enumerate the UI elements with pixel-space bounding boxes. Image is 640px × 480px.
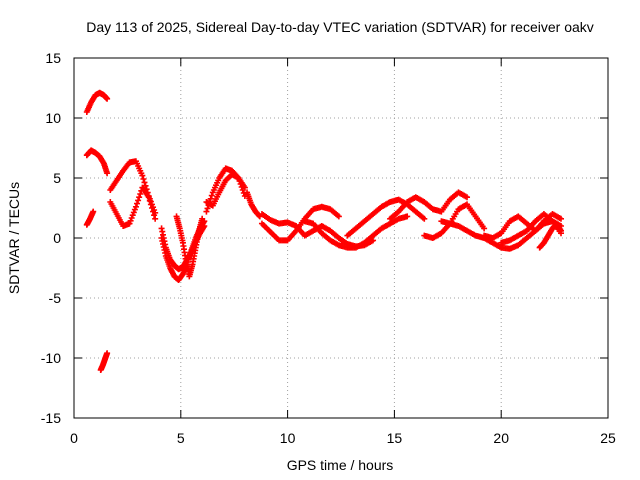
y-axis-label: SDTVAR / TECUs bbox=[6, 182, 22, 294]
data-point bbox=[137, 191, 144, 197]
x-axis-label: GPS time / hours bbox=[287, 457, 394, 473]
data-point bbox=[404, 213, 411, 220]
x-tick-label: 20 bbox=[493, 430, 509, 446]
data-point bbox=[104, 350, 111, 357]
series-arc-p bbox=[344, 196, 428, 239]
data-point bbox=[104, 95, 111, 102]
data-point bbox=[335, 213, 342, 220]
chart-title: Day 113 of 2025, Sidereal Day-to-day VTE… bbox=[86, 19, 594, 35]
series-arc-t bbox=[481, 211, 565, 241]
series-arc-i bbox=[173, 213, 206, 280]
data-point bbox=[152, 215, 159, 222]
axis-ticks bbox=[73, 57, 609, 419]
series-arc-b bbox=[83, 147, 111, 177]
data-point bbox=[464, 194, 471, 201]
data-point bbox=[481, 225, 488, 232]
data-point bbox=[134, 200, 141, 207]
data-point bbox=[139, 172, 146, 179]
data-point bbox=[235, 175, 242, 181]
data-point bbox=[145, 194, 152, 201]
data-point bbox=[558, 215, 565, 222]
series-arc-o bbox=[301, 213, 411, 251]
series-arc-c bbox=[83, 208, 97, 228]
data-point bbox=[136, 194, 143, 201]
y-tick-label: 5 bbox=[53, 170, 61, 186]
data-point bbox=[236, 178, 243, 184]
series-arc-e bbox=[107, 158, 159, 216]
x-tick-label: 5 bbox=[177, 430, 185, 446]
series-arc-j bbox=[203, 165, 248, 215]
data-point bbox=[203, 208, 210, 215]
y-tick-label: -5 bbox=[49, 290, 62, 306]
series-arc-l bbox=[244, 189, 263, 220]
data-point bbox=[90, 208, 97, 215]
y-tick-label: -15 bbox=[41, 410, 61, 426]
data-point bbox=[140, 176, 147, 182]
data-point bbox=[146, 197, 153, 204]
data-point bbox=[207, 195, 214, 202]
x-tick-label: 10 bbox=[280, 430, 296, 446]
data-point bbox=[151, 212, 158, 219]
data-point bbox=[421, 215, 428, 222]
series-arc-m bbox=[258, 203, 342, 244]
series-arc-a bbox=[83, 89, 111, 115]
y-tick-labels: -15 -10 -5 0 5 10 15 bbox=[41, 50, 61, 426]
data-point bbox=[147, 201, 154, 208]
data-point bbox=[148, 205, 155, 211]
y-tick-label: -10 bbox=[41, 350, 61, 366]
data-point bbox=[150, 208, 157, 215]
data-point bbox=[141, 179, 148, 186]
y-tick-label: 10 bbox=[45, 110, 61, 126]
data-point bbox=[238, 184, 245, 190]
data-point bbox=[239, 187, 246, 193]
series-arc-d bbox=[97, 350, 111, 373]
data-point bbox=[142, 182, 149, 189]
y-tick-label: 15 bbox=[45, 50, 61, 66]
x-tick-labels: 0 5 10 15 20 25 bbox=[70, 430, 616, 446]
series-arc-q bbox=[387, 189, 471, 222]
data-point bbox=[104, 170, 111, 177]
data-point bbox=[558, 227, 565, 234]
data-point bbox=[204, 205, 211, 212]
series-arc-f bbox=[107, 184, 159, 229]
x-tick-label: 25 bbox=[600, 430, 616, 446]
y-tick-label: 0 bbox=[53, 230, 61, 246]
x-tick-label: 15 bbox=[387, 430, 403, 446]
series-arc-k bbox=[203, 171, 248, 209]
data-point bbox=[132, 203, 139, 210]
x-tick-label: 0 bbox=[70, 430, 78, 446]
data-point bbox=[237, 181, 244, 187]
series-arc-v bbox=[536, 220, 565, 251]
data-point bbox=[199, 215, 206, 222]
data-point bbox=[208, 192, 215, 199]
data-points bbox=[83, 89, 565, 373]
data-point bbox=[135, 197, 142, 204]
